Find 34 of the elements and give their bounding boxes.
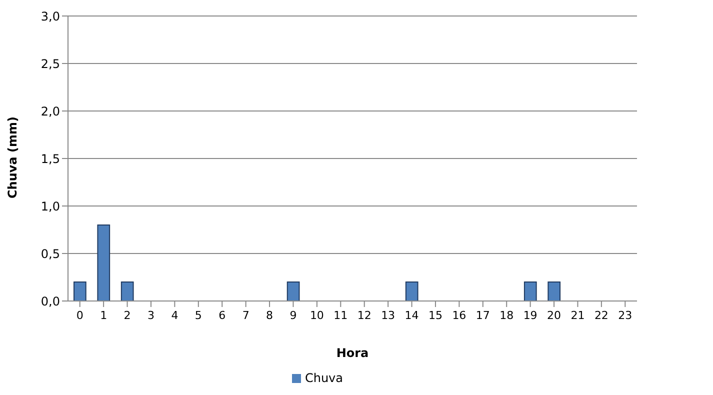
x-tick-label: 4 [171,308,178,322]
x-tick-label: 13 [381,308,396,322]
x-tick-label: 18 [500,308,514,322]
y-tick-label: 0,5 [40,246,60,261]
x-axis-title: Hora [336,346,369,360]
x-tick-label: 6 [218,308,226,322]
x-tick-label: 0 [76,308,84,322]
y-axis-title: Chuva (mm) [5,116,20,198]
x-tick-label: 16 [452,308,466,322]
x-tick-label: 3 [147,308,154,322]
y-tick-label: 1,0 [40,199,60,214]
x-tick-label: 10 [310,308,324,322]
y-tick-label: 1,5 [40,152,60,166]
x-tick-label: 19 [523,308,538,322]
x-tick-label: 21 [570,308,585,322]
x-tick-label: 22 [594,308,608,322]
x-tick-label: 8 [266,308,274,322]
x-tick-label: 1 [100,308,108,322]
y-tick-label: 3,0 [40,9,60,24]
x-tick-label: 5 [194,308,202,322]
x-tick-label: 17 [476,308,490,322]
x-tick-label: 2 [124,308,131,322]
y-tick-label: 2,0 [40,104,60,118]
x-tick-label: 12 [357,308,372,322]
x-tick-label: 15 [428,308,442,322]
x-tick-label: 11 [334,308,348,322]
y-tick-label: 2,5 [40,56,60,71]
legend-label: Chuva [304,371,344,385]
x-tick-label: 9 [290,308,297,322]
x-tick-label: 14 [404,308,419,322]
x-tick-label: 23 [618,308,632,322]
x-tick-label: 7 [242,308,250,322]
y-tick-label: 0,0 [40,294,60,308]
x-tick-label: 20 [547,308,562,322]
